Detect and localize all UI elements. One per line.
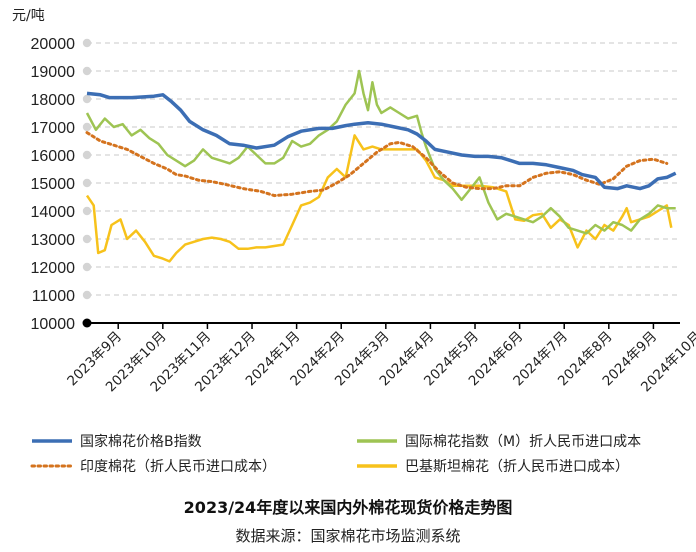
y-tick-marker [82, 262, 92, 272]
chart-source: 数据来源：国家棉花市场监测系统 [235, 527, 460, 545]
series-line-3 [85, 134, 673, 263]
legend-label-1: 国际棉花指数（M）折人民币进口成本 [405, 433, 641, 450]
chart-title: 2023/24年度以来国内外棉花现货价格走势图 [184, 498, 513, 517]
gridlines [87, 42, 680, 296]
axis-origin [82, 318, 92, 328]
y-tick-marker [82, 234, 92, 244]
y-tick-marker [82, 38, 92, 48]
y-tick-marker [82, 122, 92, 132]
y-tick-label: 12000 [31, 260, 76, 277]
x-axis-ticks: 2023年9月2023年10月2023年11月2023年12月2024年1月20… [64, 323, 696, 395]
y-tick-marker [82, 290, 92, 300]
series-line-1 [85, 69, 676, 235]
y-tick-label: 15000 [31, 176, 76, 193]
legend-label-0: 国家棉花价格B指数 [80, 433, 202, 450]
series-line-0 [86, 91, 677, 191]
y-tick-label: 17000 [31, 120, 76, 137]
y-axis-ticks: 10000 11000 12000 13000 14000 15000 16000 17000… [31, 36, 92, 333]
legend: 国家棉花价格B指数 国际棉花指数（M）折人民币进口成本印度棉花（折人民币进口成本）… [30, 433, 641, 475]
y-tick-marker [82, 178, 92, 188]
y-tick-marker [82, 150, 92, 160]
y-tick-label: 18000 [31, 92, 76, 109]
y-tick-label: 13000 [31, 232, 76, 249]
y-tick-marker [82, 94, 92, 104]
y-tick-label: 14000 [31, 204, 76, 221]
legend-label-3: 巴基斯坦棉花（折人民币进口成本） [405, 458, 629, 475]
legend-label-2: 印度棉花（折人民币进口成本） [80, 458, 276, 475]
y-tick-label: 10000 [31, 316, 76, 333]
y-tick-label: 20000 [31, 36, 76, 53]
y-tick-label: 11000 [32, 288, 75, 305]
y-tick-marker [82, 206, 92, 216]
axes [82, 318, 680, 328]
series-line-2 [85, 131, 669, 198]
series-lines [85, 69, 677, 263]
y-axis-unit: 元/吨 [12, 8, 45, 24]
y-tick-marker [82, 66, 92, 76]
y-tick-label: 16000 [31, 148, 76, 165]
y-tick-label: 19000 [31, 64, 76, 81]
